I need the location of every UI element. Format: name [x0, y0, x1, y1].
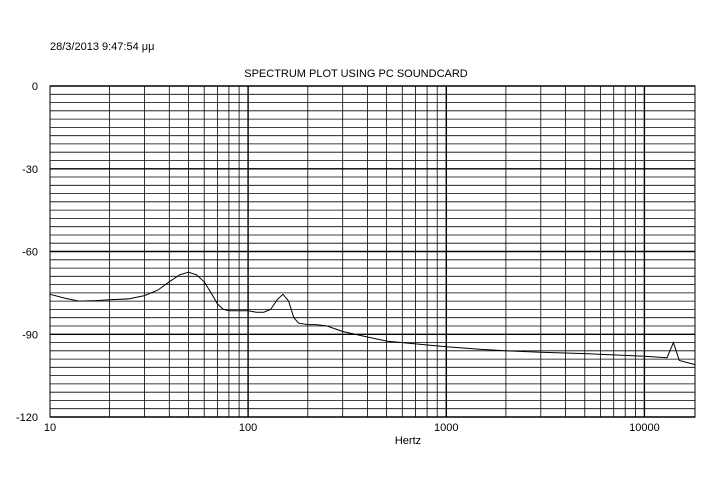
spectrum-series-line — [49, 271, 696, 366]
plot-frame — [49, 85, 696, 418]
timestamp: 28/3/2013 9:47:54 μμ — [50, 41, 155, 53]
y-tick-label: -60 — [22, 247, 38, 259]
y-tick-label: -30 — [22, 164, 38, 176]
y-tick-label: -90 — [22, 329, 38, 341]
chart-title: SPECTRUM PLOT USING PC SOUNDCARD — [244, 68, 468, 80]
tick-labels: 0 -30 -60 -90 -120 10 100 1000 10000 — [16, 81, 660, 434]
x-tick-label: 10000 — [629, 422, 660, 434]
x-tick-label: 1000 — [434, 422, 458, 434]
y-tick-label: 0 — [32, 81, 38, 93]
y-tick-label: -120 — [16, 412, 38, 424]
x-axis-label: Hertz — [395, 435, 421, 447]
grid — [50, 85, 695, 418]
x-tick-label: 10 — [44, 422, 56, 434]
x-tick-label: 100 — [239, 422, 257, 434]
